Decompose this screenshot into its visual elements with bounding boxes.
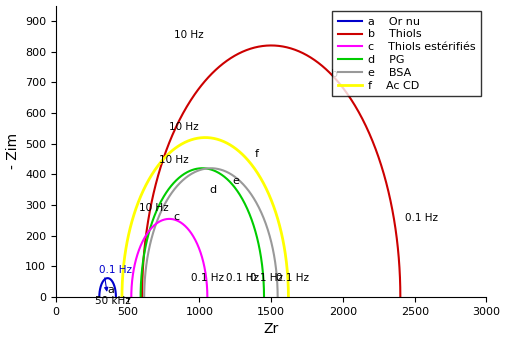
- Text: 10 Hz: 10 Hz: [169, 122, 198, 132]
- Text: d: d: [209, 185, 216, 195]
- Text: 0.1 Hz: 0.1 Hz: [249, 273, 282, 283]
- Text: 10 Hz: 10 Hz: [159, 155, 188, 165]
- Text: 10 Hz: 10 Hz: [173, 30, 203, 40]
- Text: f: f: [254, 148, 258, 159]
- Legend: a    Or nu, b    Thiols, c    Thiols estérifiés, d    PG, e    BSA, f    Ac CD: a Or nu, b Thiols, c Thiols estérifiés, …: [331, 11, 480, 96]
- Text: e: e: [232, 176, 239, 186]
- Text: a: a: [107, 286, 114, 295]
- Text: 50 kHz: 50 kHz: [95, 296, 130, 306]
- Text: 0.1 Hz: 0.1 Hz: [275, 273, 308, 283]
- Text: 0.1 Hz: 0.1 Hz: [190, 273, 223, 283]
- Y-axis label: - Zim: - Zim: [6, 133, 20, 169]
- Text: 0.1 Hz: 0.1 Hz: [226, 273, 259, 283]
- Text: b: b: [330, 69, 337, 79]
- Text: 0.1 Hz: 0.1 Hz: [99, 265, 132, 275]
- Text: c: c: [173, 212, 179, 222]
- X-axis label: Zr: Zr: [263, 323, 278, 337]
- Text: 0.1 Hz: 0.1 Hz: [404, 213, 437, 223]
- Text: 10 Hz: 10 Hz: [139, 202, 169, 213]
